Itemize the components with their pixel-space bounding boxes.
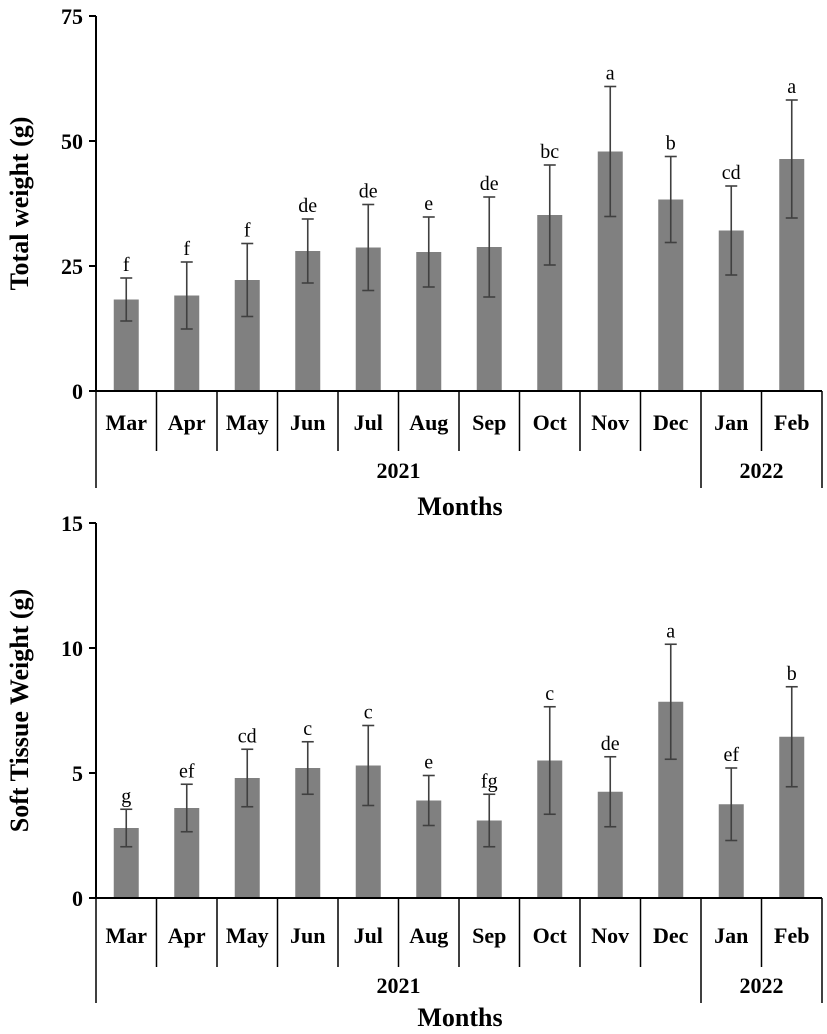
significance-label: a (787, 76, 796, 98)
x-tick-label: Nov (591, 410, 629, 435)
significance-label: f (123, 254, 130, 276)
y-tick-label: 75 (61, 4, 83, 29)
significance-label: cd (722, 162, 741, 184)
significance-label: c (303, 718, 312, 740)
y-tick-label: 50 (61, 129, 83, 154)
significance-label: e (424, 752, 433, 774)
x-tick-label: Sep (472, 923, 506, 948)
x-axis-title: Months (417, 1003, 502, 1032)
x-tick-label: Jun (290, 923, 325, 948)
y-tick-label: 10 (61, 636, 83, 661)
x-tick-label: Dec (653, 923, 689, 948)
x-tick-label: Sep (472, 410, 506, 435)
significance-label: bc (540, 141, 559, 163)
y-tick-label: 0 (72, 886, 83, 911)
significance-label: ef (723, 744, 739, 766)
significance-label: ef (179, 760, 195, 782)
x-tick-label: Dec (653, 410, 689, 435)
year-label: 2022 (740, 973, 784, 998)
x-tick-label: Oct (533, 923, 568, 948)
x-tick-label: Feb (774, 923, 809, 948)
x-tick-label: Mar (105, 923, 147, 948)
year-label: 2022 (740, 458, 784, 483)
significance-label: f (244, 220, 251, 242)
x-tick-label: Mar (105, 410, 147, 435)
significance-label: c (545, 683, 554, 705)
significance-label: de (298, 195, 317, 217)
y-tick-label: 15 (61, 511, 83, 536)
significance-label: de (601, 733, 620, 755)
x-tick-label: Nov (591, 923, 629, 948)
significance-label: cd (238, 725, 257, 747)
significance-label: b (666, 133, 676, 155)
x-tick-label: Aug (409, 410, 448, 435)
x-tick-label: Jun (290, 410, 325, 435)
significance-label: f (183, 238, 190, 260)
x-tick-label: May (226, 923, 269, 948)
x-tick-label: Jul (354, 923, 383, 948)
significance-label: g (121, 785, 131, 807)
year-label: 2021 (377, 458, 421, 483)
y-tick-label: 0 (72, 379, 83, 404)
significance-label: c (364, 702, 373, 724)
x-tick-label: Jan (714, 410, 748, 435)
significance-label: a (666, 620, 675, 642)
y-axis-title: Total weight (g) (5, 117, 34, 291)
x-tick-label: Jul (354, 410, 383, 435)
significance-label: e (424, 193, 433, 215)
x-tick-label: Aug (409, 923, 448, 948)
x-axis-title: Months (417, 492, 502, 521)
chart-panel-2: g ef cd c c e fg c de a ef b 0 5 10 15 Mar Apr May Jun Jul Au… (5, 511, 823, 1032)
y-tick-label: 5 (72, 761, 83, 786)
significance-label: fg (481, 770, 498, 792)
x-tick-label: Oct (533, 410, 568, 435)
chart-panel-1: f f f de de e de bc a b cd a 0 25 50 75 Mar Apr May Jun Jul A… (5, 4, 823, 521)
y-axis-title: Soft Tissue Weight (g) (5, 589, 34, 832)
y-tick-label: 25 (61, 254, 83, 279)
x-tick-label: May (226, 410, 269, 435)
significance-label: de (480, 173, 499, 195)
significance-label: de (359, 181, 378, 203)
year-label: 2021 (377, 973, 421, 998)
x-tick-label: Jan (714, 923, 748, 948)
x-tick-label: Apr (168, 410, 206, 435)
x-tick-label: Feb (774, 410, 809, 435)
significance-label: a (606, 63, 615, 85)
significance-label: b (787, 663, 797, 685)
x-tick-label: Apr (168, 923, 206, 948)
